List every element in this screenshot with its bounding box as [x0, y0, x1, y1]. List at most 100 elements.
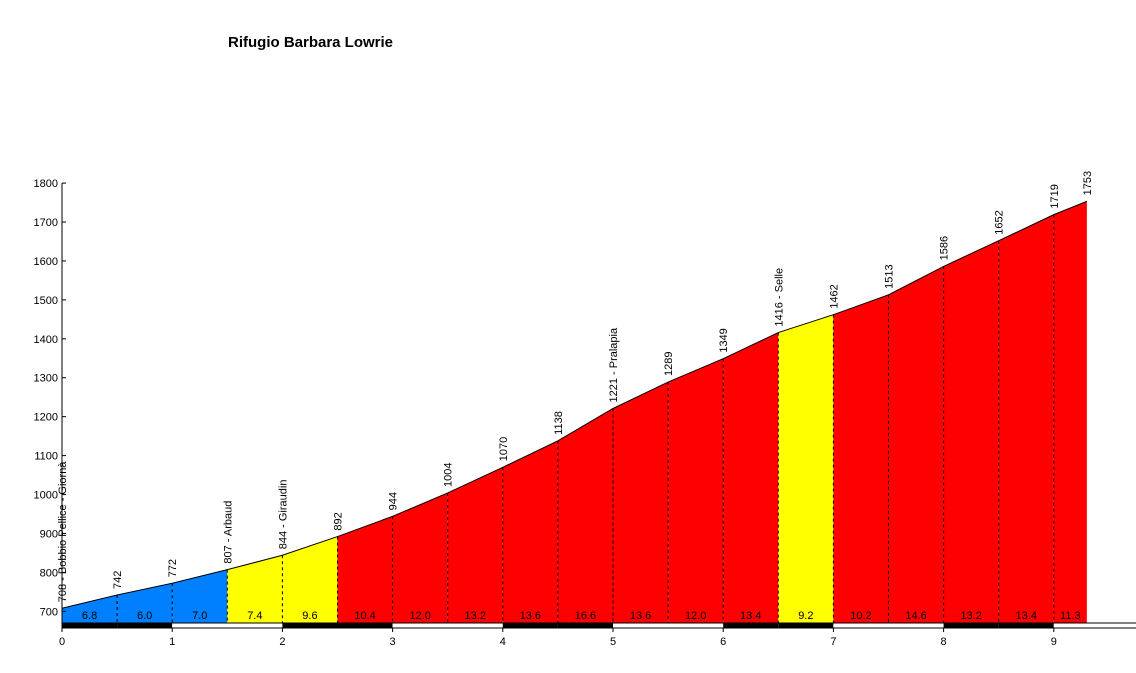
y-tick-label: 1600 — [34, 256, 58, 268]
x-tick-label: 2 — [279, 636, 285, 648]
profile-segment — [1053, 201, 1087, 623]
elevation-label: 1462 — [828, 284, 840, 308]
grade-label: 13.2 — [465, 610, 486, 622]
km-bar-block — [998, 623, 1054, 628]
km-bar-block — [337, 623, 393, 628]
elevation-label: 844 - Giraudin — [277, 480, 289, 550]
elevation-label: 1004 — [443, 462, 455, 486]
profile-segment — [833, 294, 889, 623]
x-tick-label: 8 — [941, 636, 947, 648]
y-tick-label: 800 — [40, 567, 58, 579]
y-tick-label: 1300 — [34, 373, 58, 385]
y-tick-label: 1800 — [34, 178, 58, 190]
profile-segment — [392, 492, 448, 623]
profile-segment — [668, 358, 724, 623]
profile-segment — [613, 382, 669, 623]
grade-label: 11.3 — [1060, 610, 1081, 622]
y-tick-label: 1500 — [34, 295, 58, 307]
profile-segment — [998, 214, 1054, 623]
km-bar-block — [447, 623, 503, 628]
grade-label: 13.6 — [630, 610, 651, 622]
x-tick-label: 5 — [610, 636, 616, 648]
km-bar-block — [943, 623, 999, 628]
grade-label: 9.6 — [302, 610, 317, 622]
grade-label: 13.6 — [520, 610, 541, 622]
profile-segment — [447, 467, 503, 623]
grade-label: 16.6 — [575, 610, 596, 622]
elevation-label: 1138 — [553, 411, 565, 435]
elevation-label: 1513 — [884, 264, 896, 288]
profile-line — [61, 200, 1088, 609]
grade-label: 13.2 — [960, 610, 981, 622]
y-tick-label: 1200 — [34, 412, 58, 424]
chart-title: Rifugio Barbara Lowrie — [228, 34, 394, 51]
y-tick-label: 1400 — [34, 334, 58, 346]
grade-label: 10.4 — [354, 610, 375, 622]
km-bar-block — [778, 623, 834, 628]
x-tick-label: 6 — [720, 636, 726, 648]
km-bar-block — [62, 623, 118, 628]
elevation-labels: 708 - Bobbio Pellice - Giornà 742 772 807 -… — [57, 171, 1094, 602]
elevation-label: 807 - Arbaud — [222, 501, 234, 564]
grade-label: 9.2 — [798, 610, 813, 622]
y-tick-label: 900 — [40, 528, 58, 540]
profile-segment — [943, 240, 999, 623]
elevation-label: 1349 — [718, 328, 730, 352]
km-bar-block — [172, 623, 228, 628]
profile-segment — [723, 332, 779, 623]
profile-segment — [227, 555, 283, 623]
x-tick-label: 3 — [390, 636, 396, 648]
profile-segment — [172, 569, 228, 623]
x-tick-label: 9 — [1051, 636, 1057, 648]
elevation-label: 892 — [333, 512, 345, 530]
axes: 7008009001000110012001300140015001600170… — [34, 178, 1136, 648]
y-tick-label: 700 — [40, 606, 58, 618]
grade-label: 14.6 — [905, 610, 926, 622]
profile-segment — [502, 440, 558, 623]
grade-label: 12.0 — [409, 610, 430, 622]
elevation-label: 1289 — [663, 352, 675, 376]
x-tick-label: 0 — [59, 636, 65, 648]
profile-segment — [337, 516, 393, 623]
x-tick-label: 1 — [169, 636, 175, 648]
elevation-label: 708 - Bobbio Pellice - Giornà — [57, 461, 69, 603]
grade-label: 6.0 — [137, 610, 152, 622]
elevation-label: 772 — [167, 559, 179, 577]
profile-segment — [557, 408, 613, 623]
grade-label: 13.4 — [740, 610, 761, 622]
profile-outline — [61, 200, 1088, 609]
km-bar-block — [723, 623, 779, 628]
elevation-label: 742 — [112, 571, 124, 589]
segment-dividers — [116, 214, 1055, 623]
profile-segment — [62, 594, 118, 623]
y-tick-label: 1000 — [34, 490, 58, 502]
km-bar-block — [282, 623, 338, 628]
elevation-label: 1070 — [498, 437, 510, 461]
km-bar-block — [392, 623, 448, 628]
elevation-label: 1652 — [994, 210, 1006, 234]
km-bar-block — [502, 623, 558, 628]
elevation-label: 1416 - Selle — [773, 268, 785, 327]
km-bar-block — [227, 623, 283, 628]
grade-labels: 6.8 6.0 7.0 7.4 9.6 10.4 12.0 13.2 13.6 16.6 13.6 1… — [82, 610, 1081, 622]
km-bar-block — [668, 623, 724, 628]
elevation-label: 944 — [388, 492, 400, 510]
km-bar-block — [613, 623, 669, 628]
elevation-label: 1221 - Pralapia — [608, 327, 620, 402]
grade-label: 10.2 — [850, 610, 871, 622]
y-tick-label: 1700 — [34, 217, 58, 229]
elevation-label: 1586 — [939, 236, 951, 260]
y-tick-label: 1100 — [34, 451, 58, 463]
km-bar-block — [833, 623, 889, 628]
elevation-label: 1753 — [1082, 171, 1094, 195]
profile-segment — [888, 266, 944, 623]
km-bar-block — [117, 623, 173, 628]
elevation-label: 1719 — [1049, 184, 1061, 208]
grade-label: 7.4 — [247, 610, 262, 622]
grade-label: 13.4 — [1016, 610, 1037, 622]
profile-segment — [117, 583, 173, 623]
km-bar-block — [1053, 623, 1087, 628]
grade-label: 6.8 — [82, 610, 97, 622]
km-bar-block — [557, 623, 613, 628]
